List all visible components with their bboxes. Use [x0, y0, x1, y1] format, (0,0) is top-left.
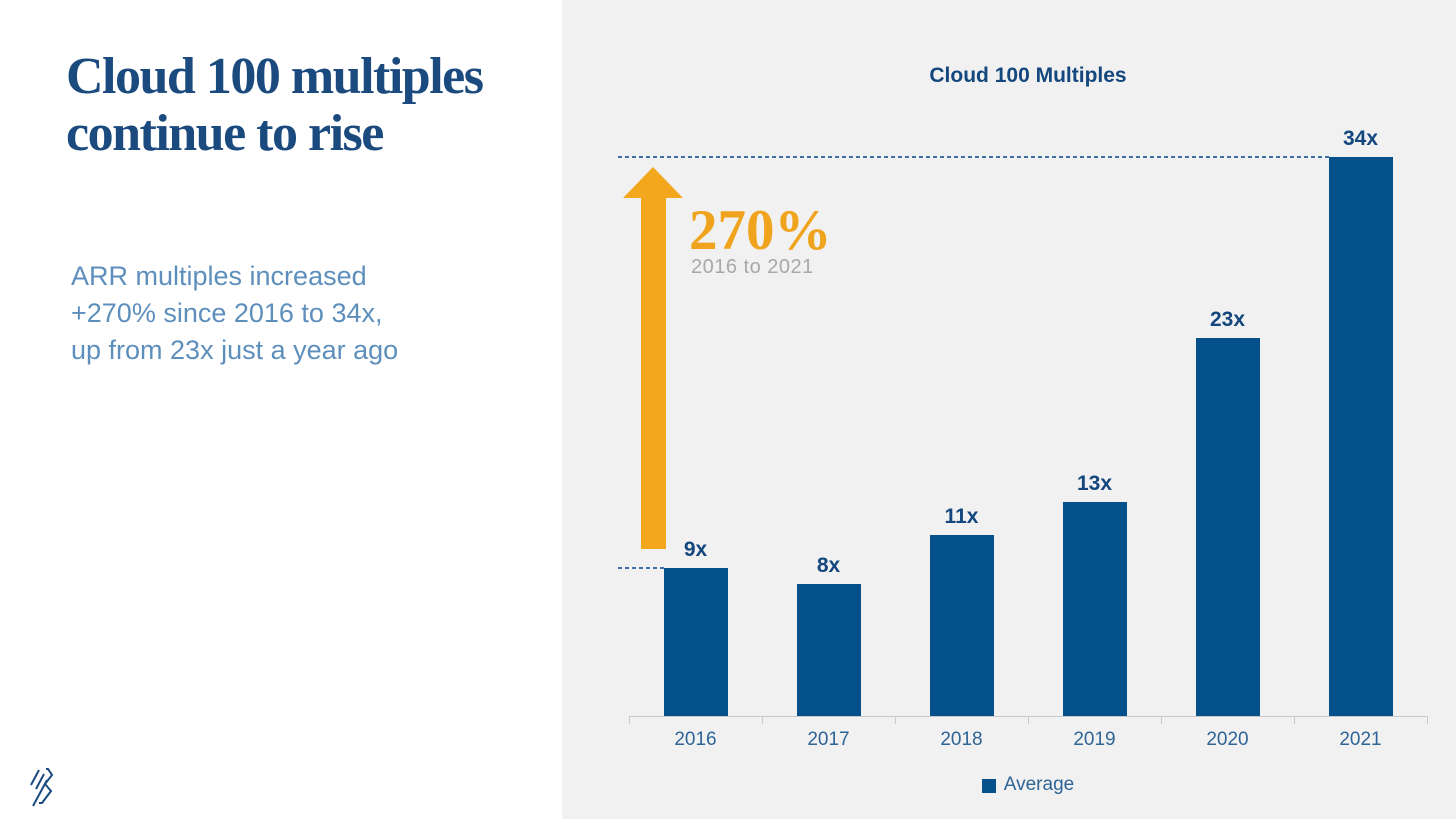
axis-tick [1427, 716, 1428, 724]
growth-percent: 270% [689, 199, 832, 262]
bar-2019 [1062, 502, 1127, 716]
bar-2020 [1195, 338, 1260, 716]
legend-label-average: Average [1003, 774, 1075, 795]
bar-2016 [663, 568, 728, 716]
growth-period: 2016 to 2021 [691, 256, 814, 278]
reference-line-9x [618, 567, 664, 569]
slide-subtitle-line1: ARR multiples increased [71, 261, 367, 291]
axis-tick [895, 716, 896, 724]
axis-tick [1161, 716, 1162, 724]
x-axis-label-2016: 2016 [674, 729, 717, 750]
bar-2017 [796, 584, 861, 716]
chart-legend: Average [629, 774, 1427, 796]
x-axis-label-2017: 2017 [807, 729, 850, 750]
bar-2021 [1328, 157, 1393, 716]
slide-subtitle: ARR multiples increased +270% since 2016… [71, 258, 501, 369]
x-axis-label-2018: 2018 [940, 729, 983, 750]
x-axis-label-2019: 2019 [1073, 729, 1116, 750]
left-panel: Cloud 100 multiples continue to rise ARR… [0, 0, 562, 819]
x-axis-label-2020: 2020 [1206, 729, 1249, 750]
bessemer-logo [30, 768, 54, 807]
growth-arrow-icon [623, 167, 683, 549]
x-axis-label-2021: 2021 [1339, 729, 1382, 750]
slide-title-line1: Cloud 100 multiples [66, 48, 484, 105]
bar-2018 [929, 535, 994, 716]
slide-title-line2: continue to rise [66, 105, 384, 162]
bar-value-label-2017: 8x [816, 554, 841, 577]
bar-value-label-2020: 23x [1209, 308, 1246, 331]
chart-panel: Cloud 100 Multiples 270% 2016 to 2021 9x… [562, 0, 1456, 819]
slide-subtitle-line3: up from 23x just a year ago [71, 335, 399, 365]
axis-tick [1294, 716, 1295, 724]
axis-tick [1028, 716, 1029, 724]
bar-value-label-2019: 13x [1076, 472, 1113, 495]
bar-value-label-2018: 11x [944, 505, 979, 528]
bar-value-label-2016: 9x [683, 538, 708, 561]
axis-tick [629, 716, 630, 724]
axis-tick [762, 716, 763, 724]
legend-swatch-average [981, 778, 996, 793]
chart-title: Cloud 100 Multiples [929, 64, 1127, 87]
slide-subtitle-line2: +270% since 2016 to 34x, [71, 298, 383, 328]
bar-value-label-2021: 34x [1342, 127, 1379, 150]
slide-title: Cloud 100 multiples continue to rise [66, 48, 546, 162]
reference-line-34x [618, 156, 1329, 158]
